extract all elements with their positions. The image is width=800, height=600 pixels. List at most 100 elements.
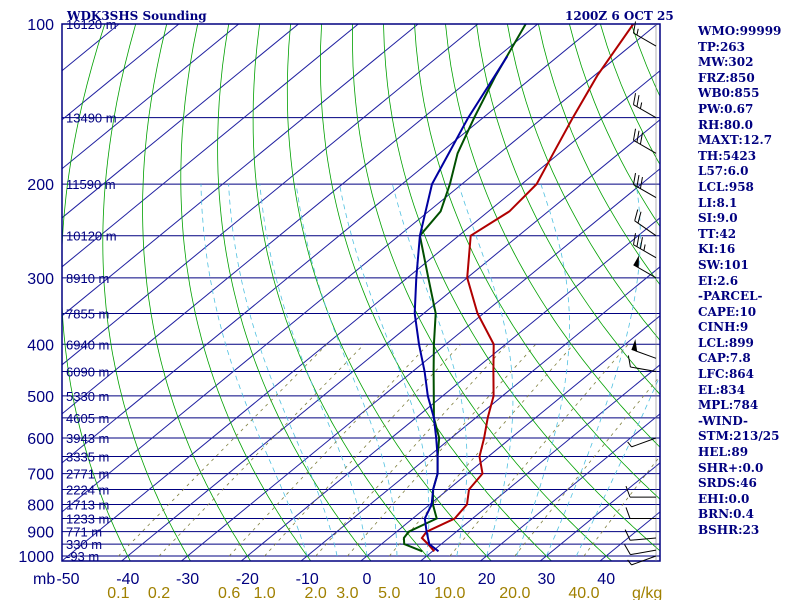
mixing-ratio-line [583,455,660,557]
index-item: LCL:958 [698,179,754,194]
index-item: FRZ:850 [698,70,755,85]
wind-barb [627,555,657,566]
wind-barb-shaft [631,348,657,359]
temperature-tick-label: -50 [56,571,79,588]
isotherm-line [360,315,660,561]
dry-adiabat [217,24,372,561]
temperature-tick-label: -30 [176,571,199,588]
wind-barb-shaft [631,555,657,566]
isotherm-line [180,168,660,561]
mixing-ratio-tick-label: 0.2 [148,585,170,600]
dry-adiabat [180,24,312,561]
height-label: -93 m [66,549,99,564]
mixing-ratio-line [228,344,429,557]
pressure-tick-label: 100 [27,17,54,34]
wind-barb-shaft [630,549,657,556]
index-item: PW:0.67 [698,101,754,116]
index-item: CAP:7.8 [698,351,751,366]
wind-barb-flag [632,93,637,105]
mixing-ratio-line [158,344,365,557]
temperature-tick-label: 20 [478,571,496,588]
moist-adiabat [339,184,430,557]
height-label: 7855 m [66,306,109,321]
moist-adiabat [516,183,570,557]
index-item: MPL:784 [698,398,759,413]
index-item: TT:42 [698,226,737,241]
wind-barb [632,93,657,119]
height-label: 1233 m [66,511,109,526]
moist-adiabat [259,184,368,557]
wind-barb [634,209,657,237]
isotherm-line [0,0,29,578]
mixing-ratio-unit-label: g/kg [632,585,662,600]
mixing-ratio-line [118,344,328,557]
mixing-ratio-line [315,344,508,557]
mixing-ratio-line [449,344,629,557]
pressure-tick-label: 700 [27,467,54,484]
moist-adiabat [575,374,660,557]
height-label: 3335 m [66,449,109,464]
wind-barb [632,172,657,199]
parcel-trace [413,55,509,553]
dry-adiabat [142,24,252,561]
height-label: 6940 m [66,337,109,352]
pressure-tick-label: 300 [27,271,54,288]
index-item: CAPE:10 [698,304,757,319]
index-item: RH:80.0 [698,117,753,132]
isotherm-line [62,24,419,317]
mixing-ratio-tick-label: 10.0 [434,585,465,600]
mixing-ratio-tick-label: 2.0 [305,585,327,600]
wind-barb [633,255,657,279]
wind-barb-flag [632,128,637,141]
pressure-tick-label: 600 [27,431,54,448]
height-label: 330 m [66,537,102,552]
wind-barb-shaft [633,139,657,154]
wind-barb-half-flag [639,102,643,109]
index-item: L57:6.0 [698,164,749,179]
temperature-profile [420,24,635,552]
wind-barb-shaft [633,264,657,279]
wind-barbs [624,21,657,566]
index-item: SW:101 [698,257,749,272]
moist-adiabat [295,184,398,556]
mixing-ratio-tick-label: 0.6 [218,585,240,600]
wind-barb-half-flag [627,559,632,566]
wind-barb [632,21,657,47]
index-item: BSHR:23 [698,523,760,537]
station-title: WDK3SHS Sounding [67,9,207,23]
isotherm-line [62,24,479,366]
moist-adiabat [228,184,338,557]
isotherm-line [539,462,660,561]
wind-barb-flag [632,21,637,34]
height-label: 10120 m [66,229,117,244]
isotherm-line [62,24,240,170]
height-label: 3943 m [66,431,109,446]
dry-adiabat [414,24,660,500]
moist-adiabat [392,183,468,557]
wind-barb-shaft [630,366,657,373]
valid-time: 1200Z 6 OCT 25 [565,9,674,23]
dry-adiabat [252,24,432,561]
index-item: -PARCEL- [698,289,763,304]
index-item: EHI:0.0 [698,491,750,506]
wind-barb-flag [639,132,643,145]
dry-adiabat [352,24,613,561]
wind-barb-flag [636,95,640,107]
wind-barb-half-flag [636,28,639,36]
index-item: SI:9.0 [698,211,738,226]
isotherm-line [62,24,300,219]
index-item: WB0:855 [698,86,760,101]
wind-barb [627,437,657,448]
index-item: -WIND- [698,413,748,428]
isotherm-line [479,413,660,561]
wind-barb-flag [639,176,643,189]
wind-barb-pennant [633,255,639,268]
height-label: 5330 m [66,389,109,404]
wind-barb-flag [636,130,640,143]
temperature-tick-label: 30 [538,571,556,588]
isotherm-line [300,266,660,561]
index-item: LCL:899 [698,335,754,350]
wind-barb-flag [625,485,631,498]
dry-adiabat [476,24,660,395]
dewpoint-profile [402,24,527,553]
